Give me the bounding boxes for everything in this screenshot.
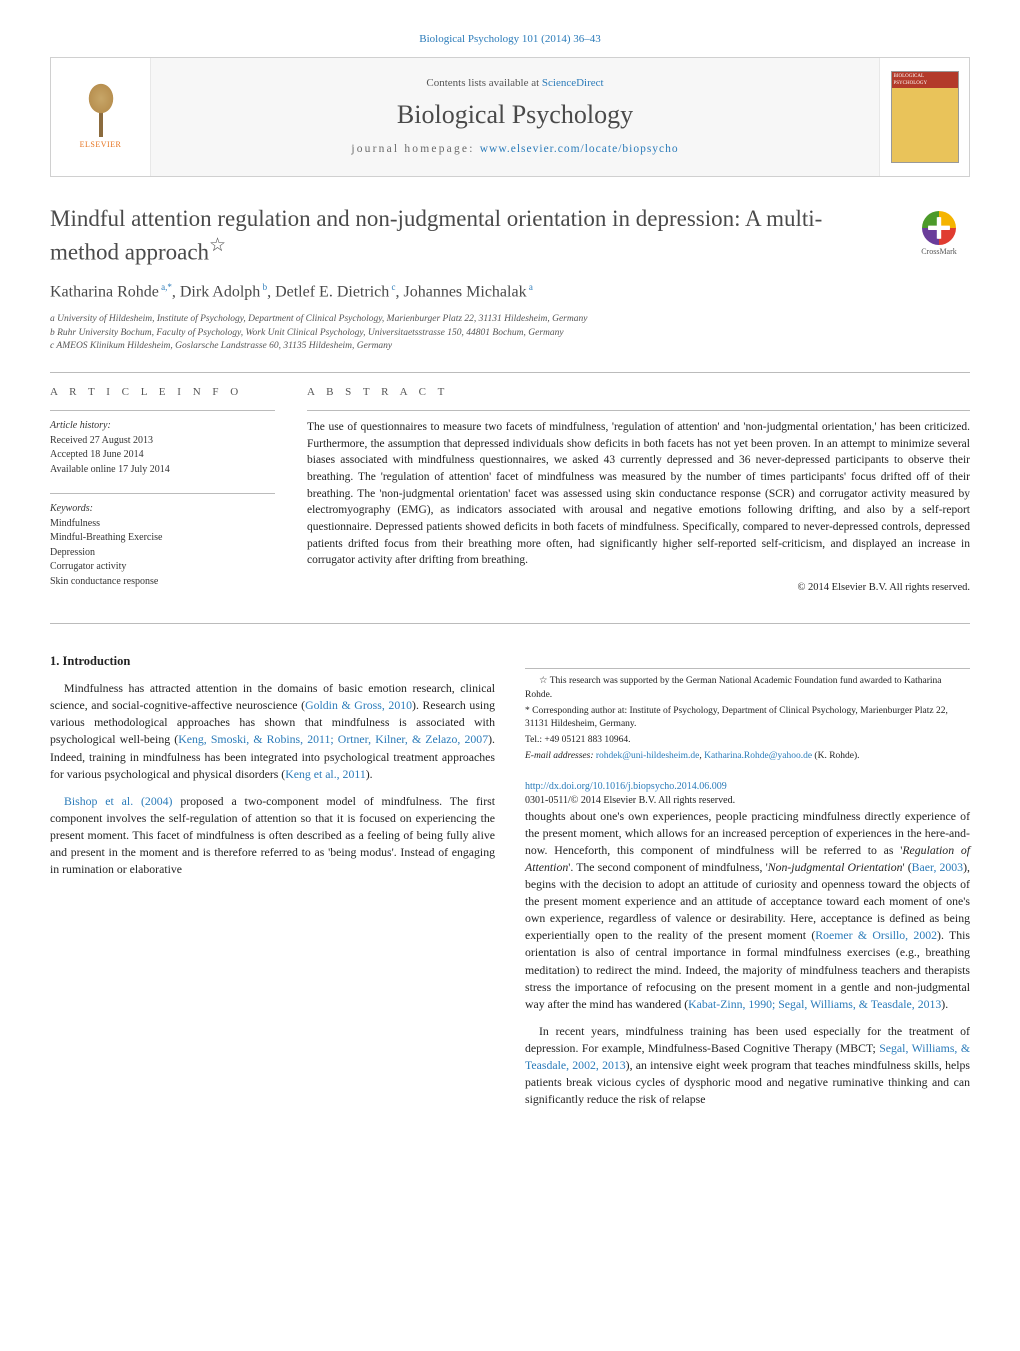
article-info-column: A R T I C L E I N F O Article history: R… bbox=[50, 385, 275, 605]
author-corr-sup: * bbox=[167, 282, 172, 292]
history-online: Available online 17 July 2014 bbox=[50, 463, 275, 478]
banner-middle: Contents lists available at ScienceDirec… bbox=[151, 58, 879, 176]
history-received: Received 27 August 2013 bbox=[50, 434, 275, 449]
article-title-text: Mindful attention regulation and non-jud… bbox=[50, 206, 822, 264]
abstract-label: A B S T R A C T bbox=[307, 385, 970, 400]
footnote-corresponding: * Corresponding author at: Institute of … bbox=[525, 705, 970, 733]
body-text: '. The second component of mindfulness, … bbox=[568, 860, 767, 874]
citation-link[interactable]: Roemer & Orsillo, 2002 bbox=[815, 928, 937, 942]
contents-line: Contents lists available at ScienceDirec… bbox=[426, 76, 603, 91]
article-title: Mindful attention regulation and non-jud… bbox=[50, 205, 850, 267]
citation-link[interactable]: Kabat-Zinn, 1990; Segal, Williams, & Tea… bbox=[688, 997, 941, 1011]
crossmark-badge[interactable]: CrossMark bbox=[908, 211, 970, 258]
email-link[interactable]: rohdek@uni-hildesheim.de bbox=[596, 751, 699, 761]
body-paragraph: In recent years, mindfulness training ha… bbox=[525, 1023, 970, 1108]
elsevier-label: ELSEVIER bbox=[76, 140, 126, 151]
affiliations: a University of Hildesheim, Institute of… bbox=[50, 313, 970, 354]
citation-link[interactable]: Baer, 2003 bbox=[912, 860, 963, 874]
body-paragraph: thoughts about one's own experiences, pe… bbox=[525, 808, 970, 1013]
info-abstract-row: A R T I C L E I N F O Article history: R… bbox=[50, 373, 970, 623]
elsevier-logo: ELSEVIER bbox=[76, 82, 126, 151]
affiliation-b: b Ruhr University Bochum, Faculty of Psy… bbox=[50, 327, 970, 341]
running-head-link[interactable]: Biological Psychology 101 (2014) 36–43 bbox=[419, 33, 601, 45]
crossmark-icon bbox=[922, 211, 956, 245]
history-accepted: Accepted 18 June 2014 bbox=[50, 448, 275, 463]
body-text: ). bbox=[941, 997, 948, 1011]
body-paragraph: Mindfulness has attracted attention in t… bbox=[50, 680, 495, 783]
body-text: ). bbox=[366, 767, 373, 781]
rule-keywords bbox=[50, 493, 275, 494]
citation-link[interactable]: Keng et al., 2011 bbox=[285, 767, 365, 781]
email-link[interactable]: Katharina.Rohde@yahoo.de bbox=[704, 751, 812, 761]
footnote-funding: ☆ This research was supported by the Ger… bbox=[525, 675, 970, 703]
crossmark-label: CrossMark bbox=[908, 247, 970, 258]
article-info-label: A R T I C L E I N F O bbox=[50, 385, 275, 400]
body-text: ' ( bbox=[903, 860, 912, 874]
homepage-prefix: journal homepage: bbox=[351, 143, 479, 155]
homepage-link[interactable]: www.elsevier.com/locate/biopsycho bbox=[480, 143, 679, 155]
homepage-line: journal homepage: www.elsevier.com/locat… bbox=[351, 142, 678, 158]
affiliation-a: a University of Hildesheim, Institute of… bbox=[50, 313, 970, 327]
keywords-heading: Keywords: bbox=[50, 502, 275, 517]
doi-link[interactable]: http://dx.doi.org/10.1016/j.biopsycho.20… bbox=[525, 781, 727, 792]
keyword: Mindful-Breathing Exercise bbox=[50, 531, 275, 546]
elsevier-tree-icon bbox=[76, 82, 126, 137]
journal-cover-thumb: BIOLOGICAL PSYCHOLOGY bbox=[891, 71, 959, 163]
body-paragraph: Bishop et al. (2004) proposed a two-comp… bbox=[50, 793, 495, 878]
article-history: Article history: Received 27 August 2013… bbox=[50, 419, 275, 477]
body-two-column: 1. Introduction Mindfulness has attracte… bbox=[50, 652, 970, 1118]
keyword: Skin conductance response bbox=[50, 575, 275, 590]
email-tail: (K. Rohde). bbox=[812, 751, 860, 761]
footer: http://dx.doi.org/10.1016/j.biopsycho.20… bbox=[525, 780, 970, 808]
section-title: Introduction bbox=[63, 654, 131, 668]
cover-block: BIOLOGICAL PSYCHOLOGY bbox=[879, 58, 969, 176]
sciencedirect-link[interactable]: ScienceDirect bbox=[542, 77, 604, 89]
affiliation-c: c AMEOS Klinikum Hildesheim, Goslarsche … bbox=[50, 340, 970, 354]
publisher-logo-block: ELSEVIER bbox=[51, 58, 151, 176]
section-heading: 1. Introduction bbox=[50, 652, 495, 670]
keyword: Mindfulness bbox=[50, 517, 275, 532]
journal-title: Biological Psychology bbox=[397, 97, 633, 132]
abstract-text: The use of questionnaires to measure two… bbox=[307, 419, 970, 569]
abstract-copyright: © 2014 Elsevier B.V. All rights reserved… bbox=[307, 581, 970, 595]
section-number: 1. bbox=[50, 654, 59, 668]
author-affil-sup: c bbox=[389, 282, 395, 292]
keyword: Depression bbox=[50, 546, 275, 561]
abstract-column: A B S T R A C T The use of questionnaire… bbox=[307, 385, 970, 605]
title-footnote-marker: ☆ bbox=[209, 235, 226, 256]
running-head: Biological Psychology 101 (2014) 36–43 bbox=[50, 32, 970, 47]
author-affil-sup: a bbox=[527, 282, 533, 292]
rule-abstract bbox=[307, 410, 970, 411]
citation-link[interactable]: Keng, Smoski, & Robins, 2011; Ortner, Ki… bbox=[178, 732, 488, 746]
keywords-block: Keywords: Mindfulness Mindful-Breathing … bbox=[50, 502, 275, 589]
journal-banner: ELSEVIER Contents lists available at Sci… bbox=[50, 57, 970, 177]
footnotes: ☆ This research was supported by the Ger… bbox=[525, 668, 970, 764]
footnote-emails: E-mail addresses: rohdek@uni-hildesheim.… bbox=[525, 750, 970, 764]
email-label: E-mail addresses: bbox=[525, 751, 596, 761]
rule-bottom bbox=[50, 623, 970, 624]
keyword: Corrugator activity bbox=[50, 560, 275, 575]
issn-line: 0301-0511/© 2014 Elsevier B.V. All right… bbox=[525, 795, 735, 806]
body-emphasis: Non-judgmental Orientation bbox=[768, 860, 903, 874]
authors-line: Katharina Rohde a,*, Dirk Adolph b, Detl… bbox=[50, 281, 970, 303]
contents-prefix: Contents lists available at bbox=[426, 77, 541, 89]
footnote-tel: Tel.: +49 05121 883 10964. bbox=[525, 734, 970, 748]
citation-link[interactable]: Bishop et al. (2004) bbox=[64, 794, 172, 808]
citation-link[interactable]: Goldin & Gross, 2010 bbox=[305, 698, 412, 712]
rule-info bbox=[50, 410, 275, 411]
history-heading: Article history: bbox=[50, 419, 275, 434]
author-affil-sup: b bbox=[260, 282, 267, 292]
